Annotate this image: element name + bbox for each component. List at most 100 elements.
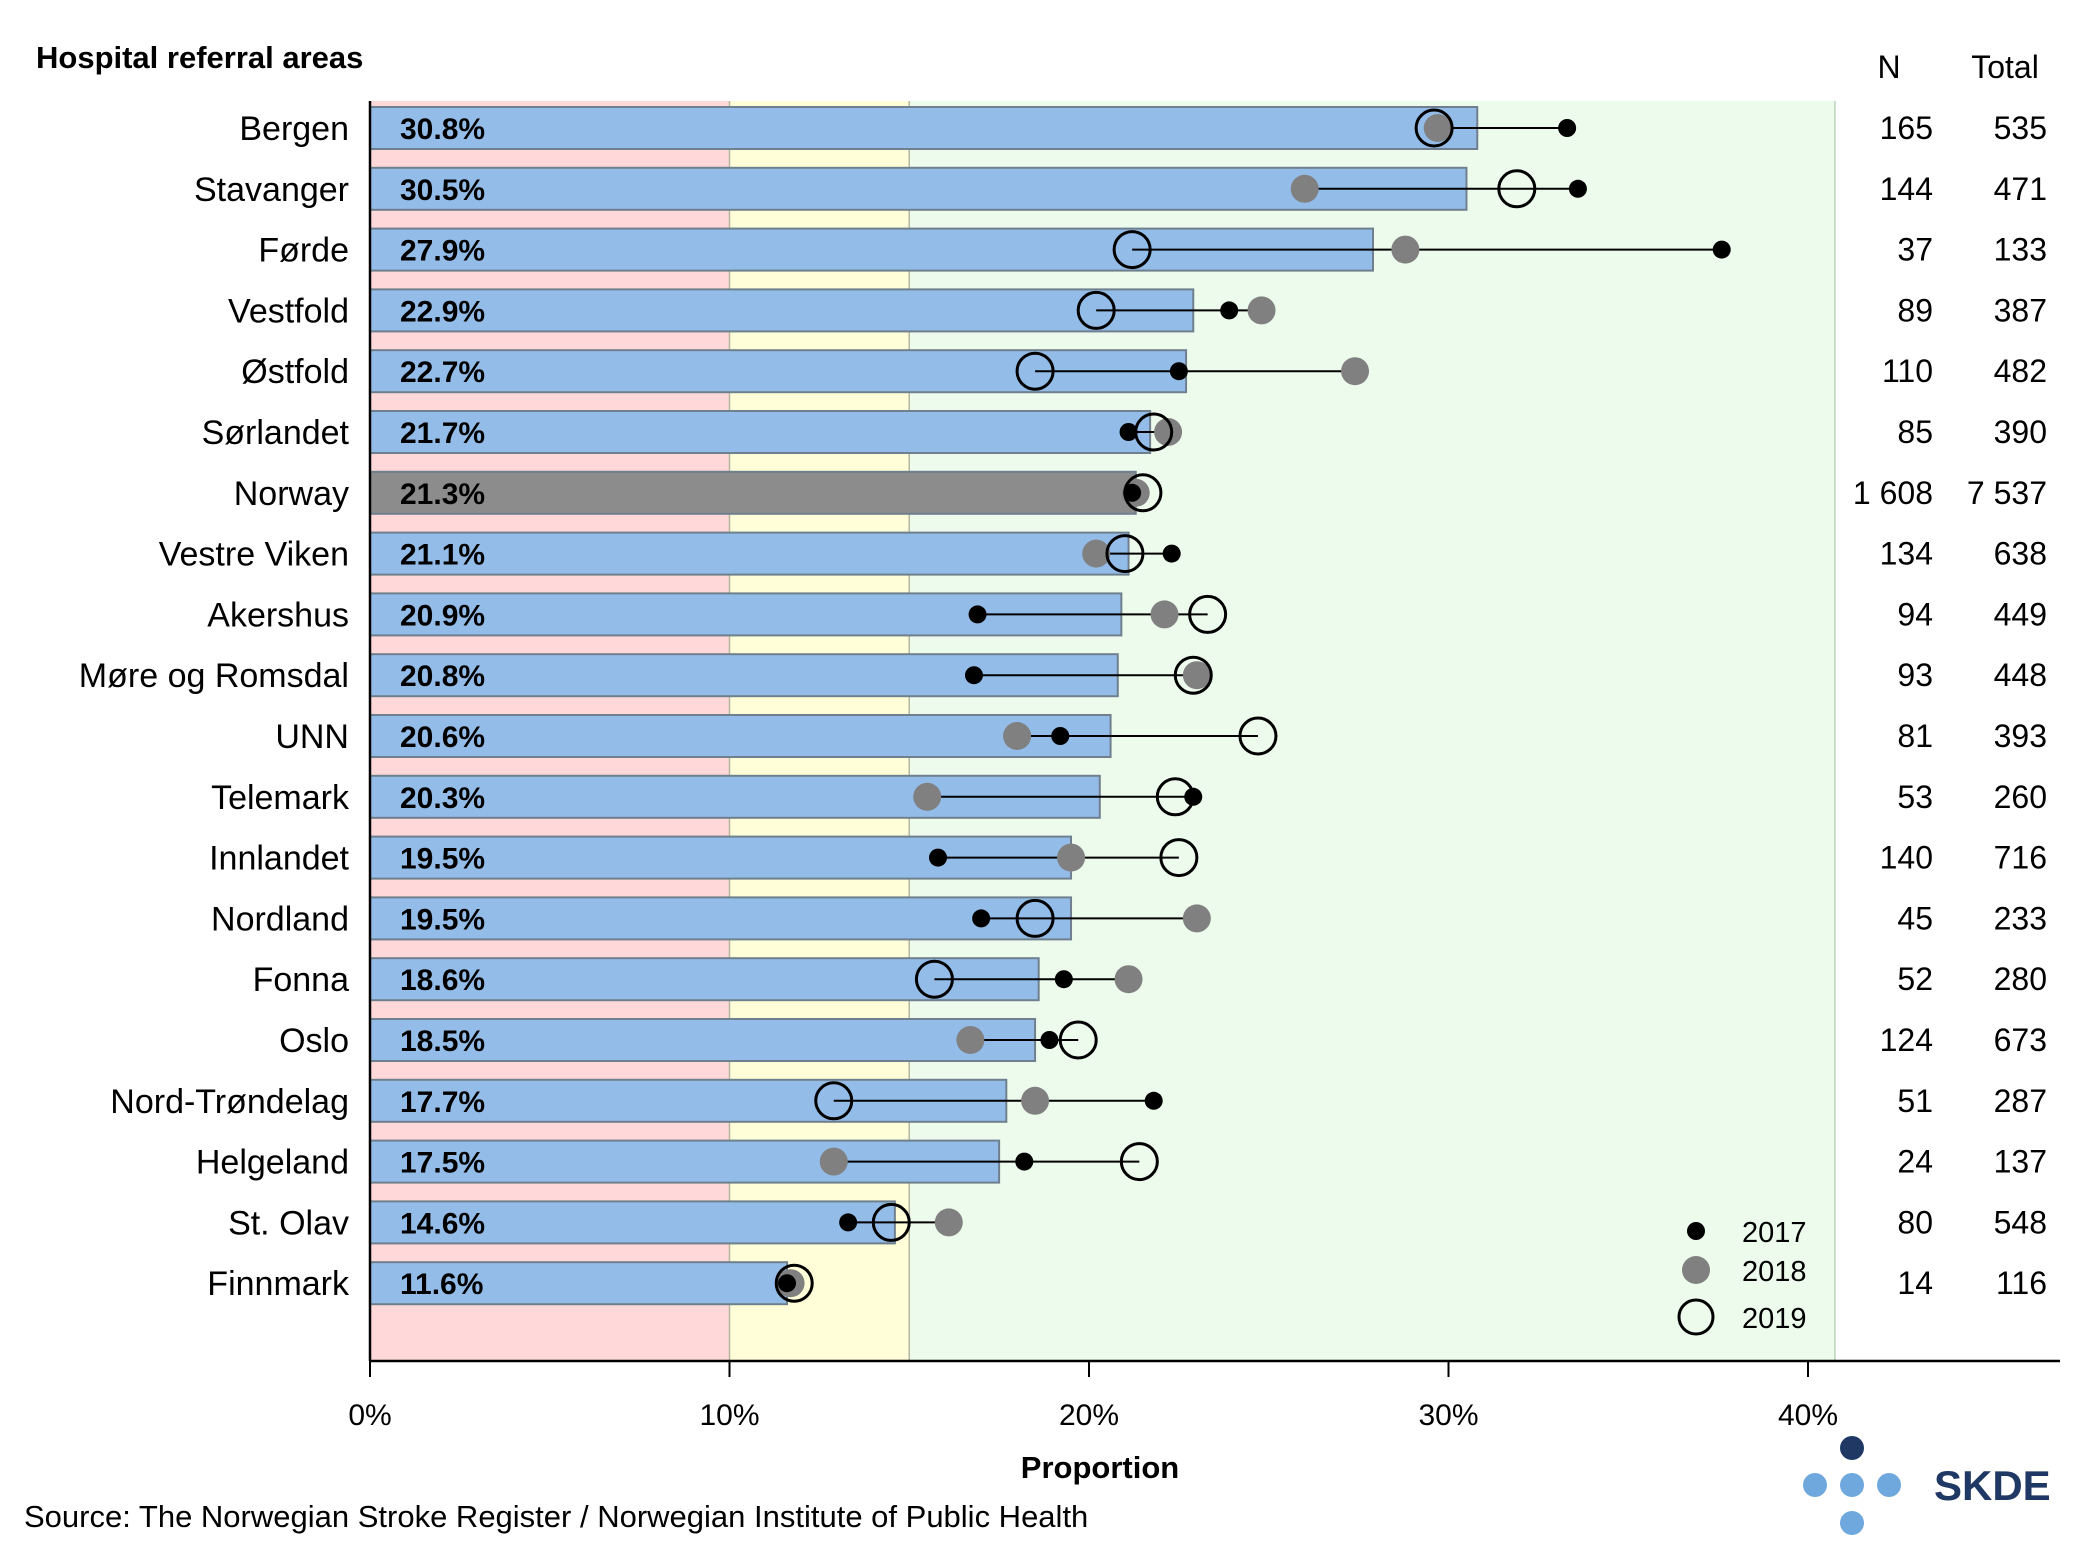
logo-dot-center bbox=[1840, 1473, 1864, 1497]
legend-marker-2019 bbox=[1677, 1298, 1715, 1336]
marker-2019-2 bbox=[1112, 230, 1152, 270]
total-value-14: 280 bbox=[1994, 961, 2047, 997]
row-label-9: Møre og Romsdal bbox=[79, 657, 349, 695]
total-value-0: 535 bbox=[1994, 110, 2047, 146]
marker-2019-4 bbox=[1015, 351, 1055, 391]
marker-2017-19 bbox=[778, 1274, 797, 1293]
logo-text: SKDE bbox=[1934, 1462, 2051, 1509]
n-value-15: 124 bbox=[1880, 1022, 1933, 1058]
marker-2019-11 bbox=[1155, 777, 1195, 817]
total-value-5: 390 bbox=[1994, 414, 2047, 450]
row-label-4: Østfold bbox=[241, 353, 349, 391]
x-tick-label-0: 0% bbox=[348, 1399, 391, 1432]
marker-2019-12 bbox=[1159, 838, 1199, 878]
marker-2017-17 bbox=[1015, 1152, 1034, 1171]
total-value-11: 260 bbox=[1994, 779, 2047, 815]
bar-value-label-12: 19.5% bbox=[400, 843, 485, 876]
row-label-8: Akershus bbox=[207, 596, 349, 634]
bar-6 bbox=[369, 470, 1137, 515]
row-label-19: Finnmark bbox=[207, 1265, 350, 1303]
n-value-16: 51 bbox=[1897, 1083, 1933, 1119]
marker-2017-5 bbox=[1119, 423, 1138, 441]
marker-2019-17 bbox=[1119, 1142, 1159, 1182]
bar-value-label-6: 21.3% bbox=[400, 478, 485, 511]
n-column-header: N bbox=[1877, 49, 1900, 85]
row-label-13: Nordland bbox=[211, 900, 349, 938]
row-label-11: Telemark bbox=[211, 779, 350, 817]
total-value-10: 393 bbox=[1994, 718, 2047, 754]
marker-2017-8 bbox=[968, 605, 987, 624]
skde-logo: SKDE bbox=[1803, 1436, 2051, 1535]
legend-marker-2018 bbox=[1682, 1256, 1710, 1284]
bar-15 bbox=[369, 1018, 1037, 1062]
n-value-17: 24 bbox=[1897, 1144, 1933, 1180]
marker-2019-14 bbox=[914, 959, 954, 999]
marker-2018-7 bbox=[1082, 539, 1111, 568]
marker-2019-15 bbox=[1058, 1020, 1098, 1060]
marker-2018-13 bbox=[1182, 904, 1211, 933]
total-value-18: 548 bbox=[1994, 1204, 2047, 1240]
logo-dot-bottom bbox=[1840, 1511, 1864, 1535]
total-value-4: 482 bbox=[1994, 353, 2047, 389]
n-value-5: 85 bbox=[1897, 414, 1933, 450]
marker-2018-16 bbox=[1021, 1086, 1050, 1115]
marker-2018-9 bbox=[1182, 661, 1211, 690]
marker-2019-3 bbox=[1076, 290, 1116, 330]
x-tick-label-4: 40% bbox=[1778, 1399, 1838, 1432]
marker-2018-0 bbox=[1423, 114, 1452, 142]
n-value-0: 165 bbox=[1880, 110, 1933, 146]
logo-dot-top bbox=[1840, 1436, 1864, 1460]
row-label-17: Helgeland bbox=[196, 1144, 349, 1182]
total-value-8: 449 bbox=[1994, 596, 2047, 632]
total-value-16: 287 bbox=[1994, 1083, 2047, 1119]
n-value-11: 53 bbox=[1897, 779, 1933, 815]
count-table: 165 535 144 471 37 133 89 387 110 482 85 390 1 608 7 … bbox=[1853, 110, 2047, 1301]
total-value-7: 638 bbox=[1994, 536, 2047, 572]
n-value-8: 94 bbox=[1897, 596, 1933, 632]
n-value-2: 37 bbox=[1897, 232, 1933, 268]
row-label-1: Stavanger bbox=[194, 171, 349, 209]
total-value-19: 116 bbox=[1996, 1265, 2047, 1301]
marker-2019-9 bbox=[1173, 655, 1213, 695]
bar-3 bbox=[369, 288, 1195, 333]
bar-value-label-8: 20.9% bbox=[400, 599, 485, 632]
marker-2019-13 bbox=[1015, 898, 1055, 938]
row-labels: Bergen Stavanger Førde Vestfold Østfold Sørla… bbox=[79, 110, 350, 1303]
marker-2018-2 bbox=[1391, 235, 1420, 264]
total-value-2: 133 bbox=[1994, 232, 2047, 268]
x-axis: 0% 10% 20% 30% 40% bbox=[348, 101, 2060, 1432]
n-value-7: 134 bbox=[1880, 536, 1933, 572]
total-value-6: 7 537 bbox=[1967, 475, 2047, 511]
marker-2017-3 bbox=[1220, 301, 1239, 320]
x-axis-label: Proportion bbox=[1021, 1450, 1179, 1485]
bar-14 bbox=[369, 957, 1040, 1002]
bar-value-label-16: 17.7% bbox=[400, 1086, 485, 1119]
bar-value-label-0: 30.8% bbox=[400, 113, 485, 146]
marker-2017-16 bbox=[1144, 1091, 1163, 1110]
bar-value-label-9: 20.8% bbox=[400, 660, 485, 693]
marker-2017-0 bbox=[1558, 119, 1577, 137]
row-label-14: Fonna bbox=[253, 961, 349, 999]
x-tick-label-2: 20% bbox=[1059, 1399, 1119, 1432]
marker-2017-9 bbox=[964, 666, 983, 685]
row-label-0: Bergen bbox=[239, 110, 349, 148]
x-tick-label-3: 30% bbox=[1418, 1399, 1478, 1432]
source-note: Source: The Norwegian Stroke Register / … bbox=[24, 1499, 1088, 1534]
legend: 2017 2018 2019 bbox=[1677, 1217, 1807, 1336]
bar-value-label-3: 22.9% bbox=[400, 295, 485, 328]
marker-2018-12 bbox=[1057, 843, 1086, 872]
total-value-12: 716 bbox=[1994, 840, 2047, 876]
marker-2019-10 bbox=[1238, 716, 1278, 756]
row-label-7: Vestre Viken bbox=[159, 536, 349, 574]
n-value-4: 110 bbox=[1882, 353, 1933, 389]
marker-2017-2 bbox=[1712, 240, 1731, 259]
row-label-12: Innlandet bbox=[209, 840, 349, 878]
row-label-15: Oslo bbox=[279, 1022, 349, 1060]
bar-value-label-18: 14.6% bbox=[400, 1207, 485, 1240]
n-value-13: 45 bbox=[1897, 900, 1933, 936]
row-label-10: UNN bbox=[275, 718, 349, 756]
total-value-1: 471 bbox=[1994, 171, 2047, 207]
marker-2019-6 bbox=[1123, 473, 1163, 513]
logo-dot-right bbox=[1877, 1473, 1901, 1497]
total-value-9: 448 bbox=[1994, 657, 2047, 693]
